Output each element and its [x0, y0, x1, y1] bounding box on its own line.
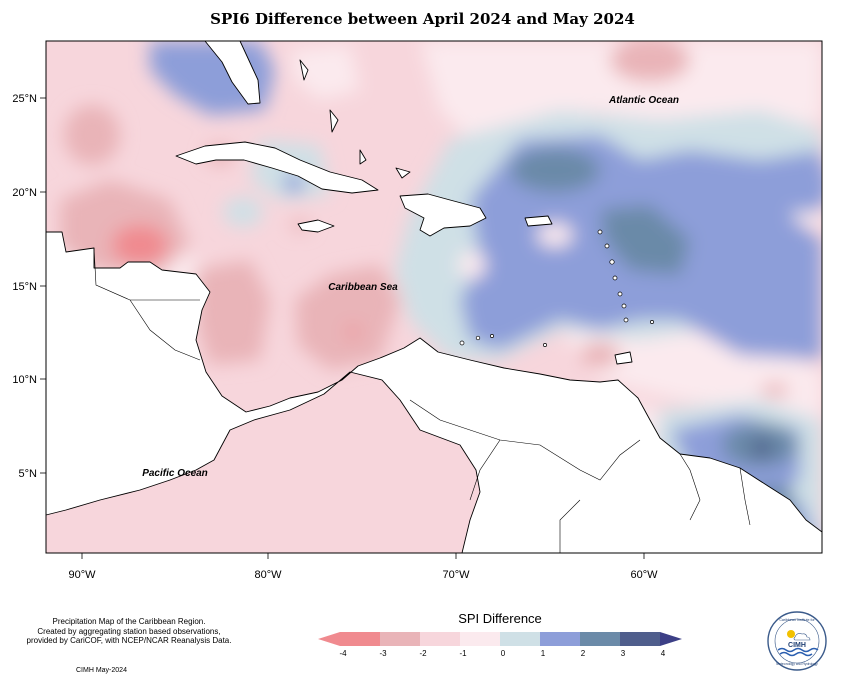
florida	[204, 40, 261, 105]
dry-zone	[64, 105, 120, 165]
dry-zone	[195, 260, 270, 365]
legend-tick-label: -4	[339, 649, 347, 658]
legend-swatch	[380, 632, 420, 646]
legend-swatch	[500, 632, 540, 646]
logo-bottom-text: Meteorology and Hydrology	[776, 662, 818, 666]
borders	[93, 247, 751, 553]
dry-zone	[537, 223, 573, 247]
legend-swatch	[340, 632, 380, 646]
legend-tick-label: -2	[419, 649, 427, 658]
y-axis	[40, 97, 46, 474]
strong-dry-zone	[347, 326, 359, 338]
legend-color-bar	[318, 632, 682, 646]
spi-map: 90°W 80°W 70°W 60°W 25°N 20°N 15°N 10°N …	[12, 40, 823, 581]
y-tick-label: 15°N	[12, 281, 37, 293]
land-masses	[45, 40, 823, 554]
wave-icon	[779, 651, 813, 657]
logo-center-text: CIMH	[788, 642, 806, 649]
wet-zone	[284, 173, 304, 193]
map-title: SPI6 Difference between April 2024 and M…	[210, 10, 635, 28]
sun-icon	[787, 630, 795, 638]
legend-arrow-low	[318, 632, 340, 646]
dry-zone	[580, 342, 620, 368]
light-wet-zone	[290, 45, 360, 100]
legend-swatch	[420, 632, 460, 646]
logo-top-text: Caribbean Institute for	[779, 618, 815, 622]
x-tick-label: 60°W	[630, 569, 658, 581]
footer-line: Created by aggregating station based obs…	[37, 626, 221, 636]
legend-swatch	[540, 632, 580, 646]
footer-description: Precipitation Map of the Caribbean Regio…	[14, 617, 244, 646]
extreme-wet-zone	[751, 439, 773, 457]
jamaica	[297, 219, 335, 233]
y-tick-label: 10°N	[12, 374, 37, 386]
wave-icon	[777, 647, 819, 653]
dry-zone	[761, 383, 789, 397]
footer-credit: CIMH May-2024	[76, 667, 127, 674]
legend-tick-label: 0	[501, 649, 506, 658]
legend-title: SPI Difference	[458, 611, 542, 626]
legend-swatch	[620, 632, 660, 646]
caribbean-sea-label: Caribbean Sea	[328, 282, 398, 293]
pacific-ocean-label: Pacific Ocean	[142, 468, 208, 479]
lesser-antilles	[459, 229, 654, 347]
cuba	[175, 141, 379, 194]
legend-ticks: -4 -3 -2 -1 0 1 2 3 4	[339, 649, 665, 658]
strong-dry-zone	[112, 225, 168, 265]
cimh-logo: CIMH Caribbean Institute for Meteorology…	[767, 611, 827, 671]
footer-line: Precipitation Map of the Caribbean Regio…	[52, 617, 206, 626]
light-wet-zone	[223, 197, 263, 227]
mainland	[45, 231, 823, 554]
puerto-rico	[524, 215, 553, 227]
map-frame	[45, 40, 823, 554]
dry-zone	[295, 265, 400, 370]
y-tick-label: 25°N	[12, 93, 37, 105]
legend-tick-label: 1	[541, 649, 546, 658]
hispaniola	[399, 193, 487, 237]
bahamas	[299, 59, 411, 179]
atlantic-ocean-label: Atlantic Ocean	[608, 95, 679, 106]
x-tick-label: 70°W	[442, 569, 470, 581]
x-axis	[81, 553, 645, 559]
legend-swatch	[460, 632, 500, 646]
dry-zone	[458, 251, 486, 279]
legend-tick-label: -3	[379, 649, 387, 658]
x-tick-label: 80°W	[254, 569, 282, 581]
color-legend: -4 -3 -2 -1 0 1 2 3 4	[318, 632, 682, 658]
y-tick-label: 5°N	[19, 468, 38, 480]
footer-line: provided by CariCOF, with NCEP/NCAR Rean…	[26, 636, 232, 645]
very-wet-zone	[600, 205, 690, 275]
legend-tick-label: 3	[621, 649, 626, 658]
legend-arrow-high	[660, 632, 682, 646]
y-tick-label: 20°N	[12, 187, 37, 199]
legend-tick-label: 2	[581, 649, 586, 658]
cloud-icon	[793, 633, 811, 641]
x-tick-label: 90°W	[68, 569, 96, 581]
dry-zone	[610, 41, 690, 82]
trinidad	[614, 351, 633, 365]
legend-tick-label: -1	[459, 649, 467, 658]
legend-tick-label: 4	[661, 649, 666, 658]
very-wet-zone	[510, 148, 600, 192]
wet-zone	[790, 157, 822, 213]
legend-swatch	[580, 632, 620, 646]
